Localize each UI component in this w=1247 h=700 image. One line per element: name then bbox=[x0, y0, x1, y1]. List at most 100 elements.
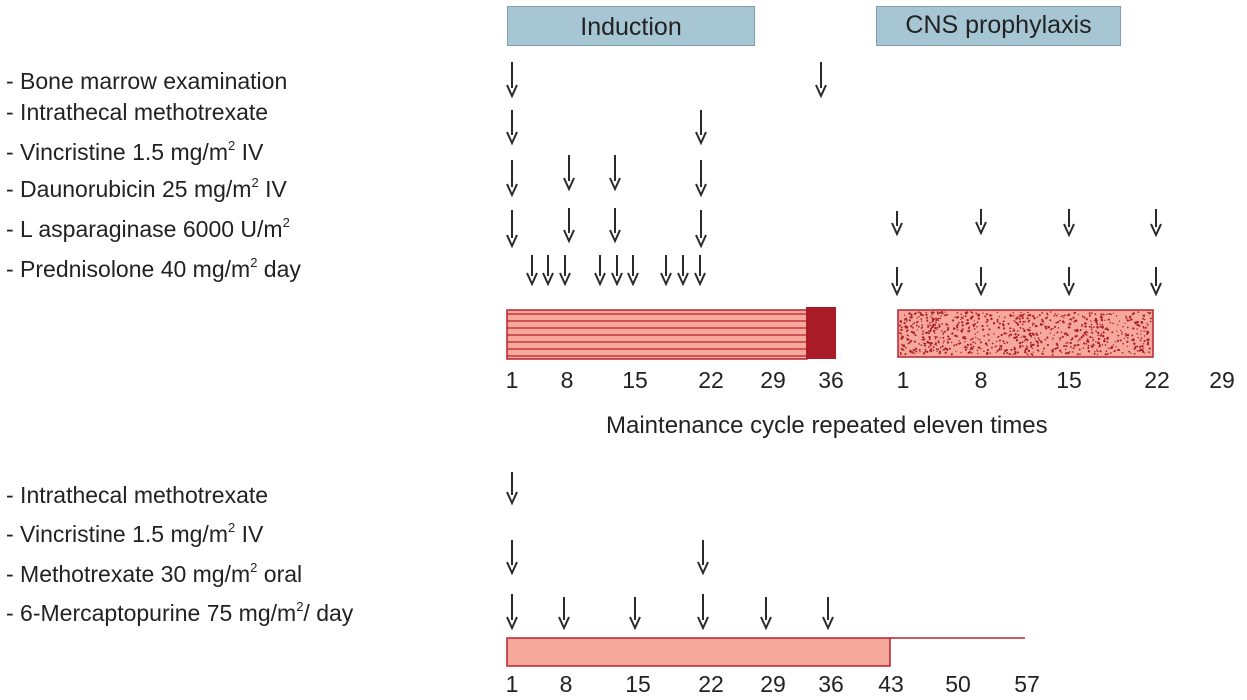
dose-arrow-icon bbox=[695, 210, 707, 249]
cns-tick-label: 8 bbox=[974, 367, 988, 393]
induction-tick-label: 29 bbox=[760, 367, 786, 393]
cns-bar-speckle bbox=[899, 311, 1152, 356]
dose-arrow-icon bbox=[629, 597, 641, 631]
dose-arrow-icon bbox=[694, 255, 706, 287]
maintenance-tick-label: 22 bbox=[698, 671, 724, 697]
drug-dose-suffix: day bbox=[257, 256, 301, 282]
induction-drug-row: - Intrathecal methotrexate bbox=[6, 101, 268, 124]
cns-tick-label: 1 bbox=[896, 367, 910, 393]
dose-arrow-icon bbox=[695, 160, 707, 198]
dose-arrow-icon bbox=[1150, 209, 1162, 238]
unit-exponent: 2 bbox=[250, 560, 258, 575]
cns-phase-label: CNS prophylaxis bbox=[905, 11, 1092, 39]
maintenance-drug-row: - Intrathecal methotrexate bbox=[6, 484, 268, 507]
drug-dose-suffix: IV bbox=[235, 139, 264, 165]
dose-arrow-icon bbox=[1063, 267, 1075, 297]
maintenance-drug-row: - Vincristine 1.5 mg/m2 IV bbox=[6, 521, 263, 546]
drug-dose-suffix: oral bbox=[257, 561, 303, 587]
cns-tick-label: 29 bbox=[1209, 367, 1235, 393]
dose-arrow-icon bbox=[506, 210, 518, 249]
maintenance-tick-label: 8 bbox=[559, 671, 573, 697]
maintenance-tick-label: 50 bbox=[945, 671, 971, 697]
unit-exponent: 2 bbox=[227, 520, 236, 535]
unit-exponent: 2 bbox=[250, 255, 258, 270]
dose-arrow-icon bbox=[975, 209, 987, 236]
drug-name: - 6-Mercaptopurine 75 mg/m bbox=[6, 600, 297, 626]
dose-arrow-icon bbox=[677, 255, 689, 287]
dose-arrow-icon bbox=[563, 155, 575, 192]
drug-name: - Intrathecal methotrexate bbox=[6, 99, 269, 125]
unit-exponent: 2 bbox=[282, 215, 290, 230]
drug-name: - Vincristine 1.5 mg/m bbox=[6, 139, 228, 165]
drug-dose-suffix: IV bbox=[235, 521, 264, 547]
dose-arrow-icon bbox=[526, 255, 538, 287]
drug-dose-suffix: IV bbox=[258, 176, 287, 202]
drug-name: - Daunorubicin 25 mg/m bbox=[6, 176, 252, 202]
dose-arrow-icon bbox=[891, 211, 903, 237]
dose-arrow-icon bbox=[609, 155, 621, 192]
induction-tick-label: 36 bbox=[818, 367, 844, 393]
drug-name: - Vincristine 1.5 mg/m bbox=[6, 521, 228, 547]
unit-exponent: 2 bbox=[227, 138, 236, 153]
dose-arrow-icon bbox=[558, 597, 570, 631]
induction-phase-label: Induction bbox=[580, 13, 682, 41]
drug-name: - Intrathecal methotrexate bbox=[6, 482, 269, 508]
induction-drug-row: - Prednisolone 40 mg/m2 day bbox=[6, 256, 301, 281]
induction-drug-row: - Daunorubicin 25 mg/m2 IV bbox=[6, 176, 287, 201]
dose-arrow-icon bbox=[627, 255, 639, 287]
induction-tick-label: 15 bbox=[622, 367, 648, 393]
maintenance-tick-label: 57 bbox=[1014, 671, 1040, 697]
maintenance-drug-row: - 6-Mercaptopurine 75 mg/m2/ day bbox=[6, 600, 353, 625]
drug-name: - Prednisolone 40 mg/m bbox=[6, 256, 251, 282]
dose-arrow-icon bbox=[760, 597, 772, 631]
maintenance-caption: Maintenance cycle repeated eleven times bbox=[606, 412, 1048, 439]
induction-drug-row: - Bone marrow examination bbox=[6, 70, 287, 93]
dose-arrow-icon bbox=[506, 110, 518, 146]
induction-tick-label: 1 bbox=[505, 367, 519, 393]
dose-arrow-icon bbox=[660, 255, 672, 287]
induction-tick-label: 8 bbox=[560, 367, 574, 393]
dose-arrow-icon bbox=[506, 540, 518, 576]
unit-exponent: 2 bbox=[251, 175, 259, 190]
drug-name: - L asparaginase 6000 U/m bbox=[6, 216, 283, 242]
maintenance-tick-label: 29 bbox=[760, 671, 786, 697]
unit-exponent: 2 bbox=[296, 599, 304, 614]
dose-arrow-icon bbox=[594, 255, 606, 287]
dose-arrow-icon bbox=[1150, 267, 1162, 297]
dose-arrow-icon bbox=[506, 472, 518, 506]
dose-arrow-icon bbox=[559, 255, 571, 287]
dose-arrow-icon bbox=[506, 594, 518, 631]
cns-tick-label: 15 bbox=[1056, 367, 1082, 393]
induction-phase-box: Induction bbox=[507, 6, 755, 46]
cns-tick-label: 22 bbox=[1144, 367, 1170, 393]
dose-arrow-icon bbox=[822, 597, 834, 631]
dose-arrow-icon bbox=[611, 255, 623, 287]
dose-arrow-icon bbox=[563, 208, 575, 244]
induction-drug-row: - L asparaginase 6000 U/m2 bbox=[6, 216, 290, 241]
dose-arrow-icon bbox=[891, 267, 903, 297]
induction-tick-label: 22 bbox=[698, 367, 724, 393]
cns-phase-box: CNS prophylaxis bbox=[876, 6, 1121, 46]
dose-arrow-icon bbox=[815, 62, 827, 99]
drug-name: - Methotrexate 30 mg/m bbox=[6, 561, 251, 587]
drug-name: - Bone marrow examination bbox=[6, 68, 288, 94]
dose-arrow-icon bbox=[609, 208, 621, 244]
maintenance-tick-label: 1 bbox=[505, 671, 519, 697]
dose-arrow-icon bbox=[975, 267, 987, 297]
maintenance-tick-label: 15 bbox=[625, 671, 651, 697]
maintenance-bar bbox=[506, 637, 891, 667]
dose-arrow-icon bbox=[697, 594, 709, 631]
maintenance-tick-label: 43 bbox=[878, 671, 904, 697]
maintenance-drug-row: - Methotrexate 30 mg/m2 oral bbox=[6, 561, 302, 586]
maintenance-tick-label: 36 bbox=[818, 671, 844, 697]
dose-arrow-icon bbox=[542, 255, 554, 287]
induction-bar bbox=[506, 309, 808, 360]
induction-drug-row: - Vincristine 1.5 mg/m2 IV bbox=[6, 139, 263, 164]
drug-dose-suffix: / day bbox=[303, 600, 354, 626]
dose-arrow-icon bbox=[1063, 209, 1075, 238]
dose-arrow-icon bbox=[697, 540, 709, 576]
induction-final-block bbox=[806, 307, 836, 359]
dose-arrow-icon bbox=[695, 110, 707, 146]
